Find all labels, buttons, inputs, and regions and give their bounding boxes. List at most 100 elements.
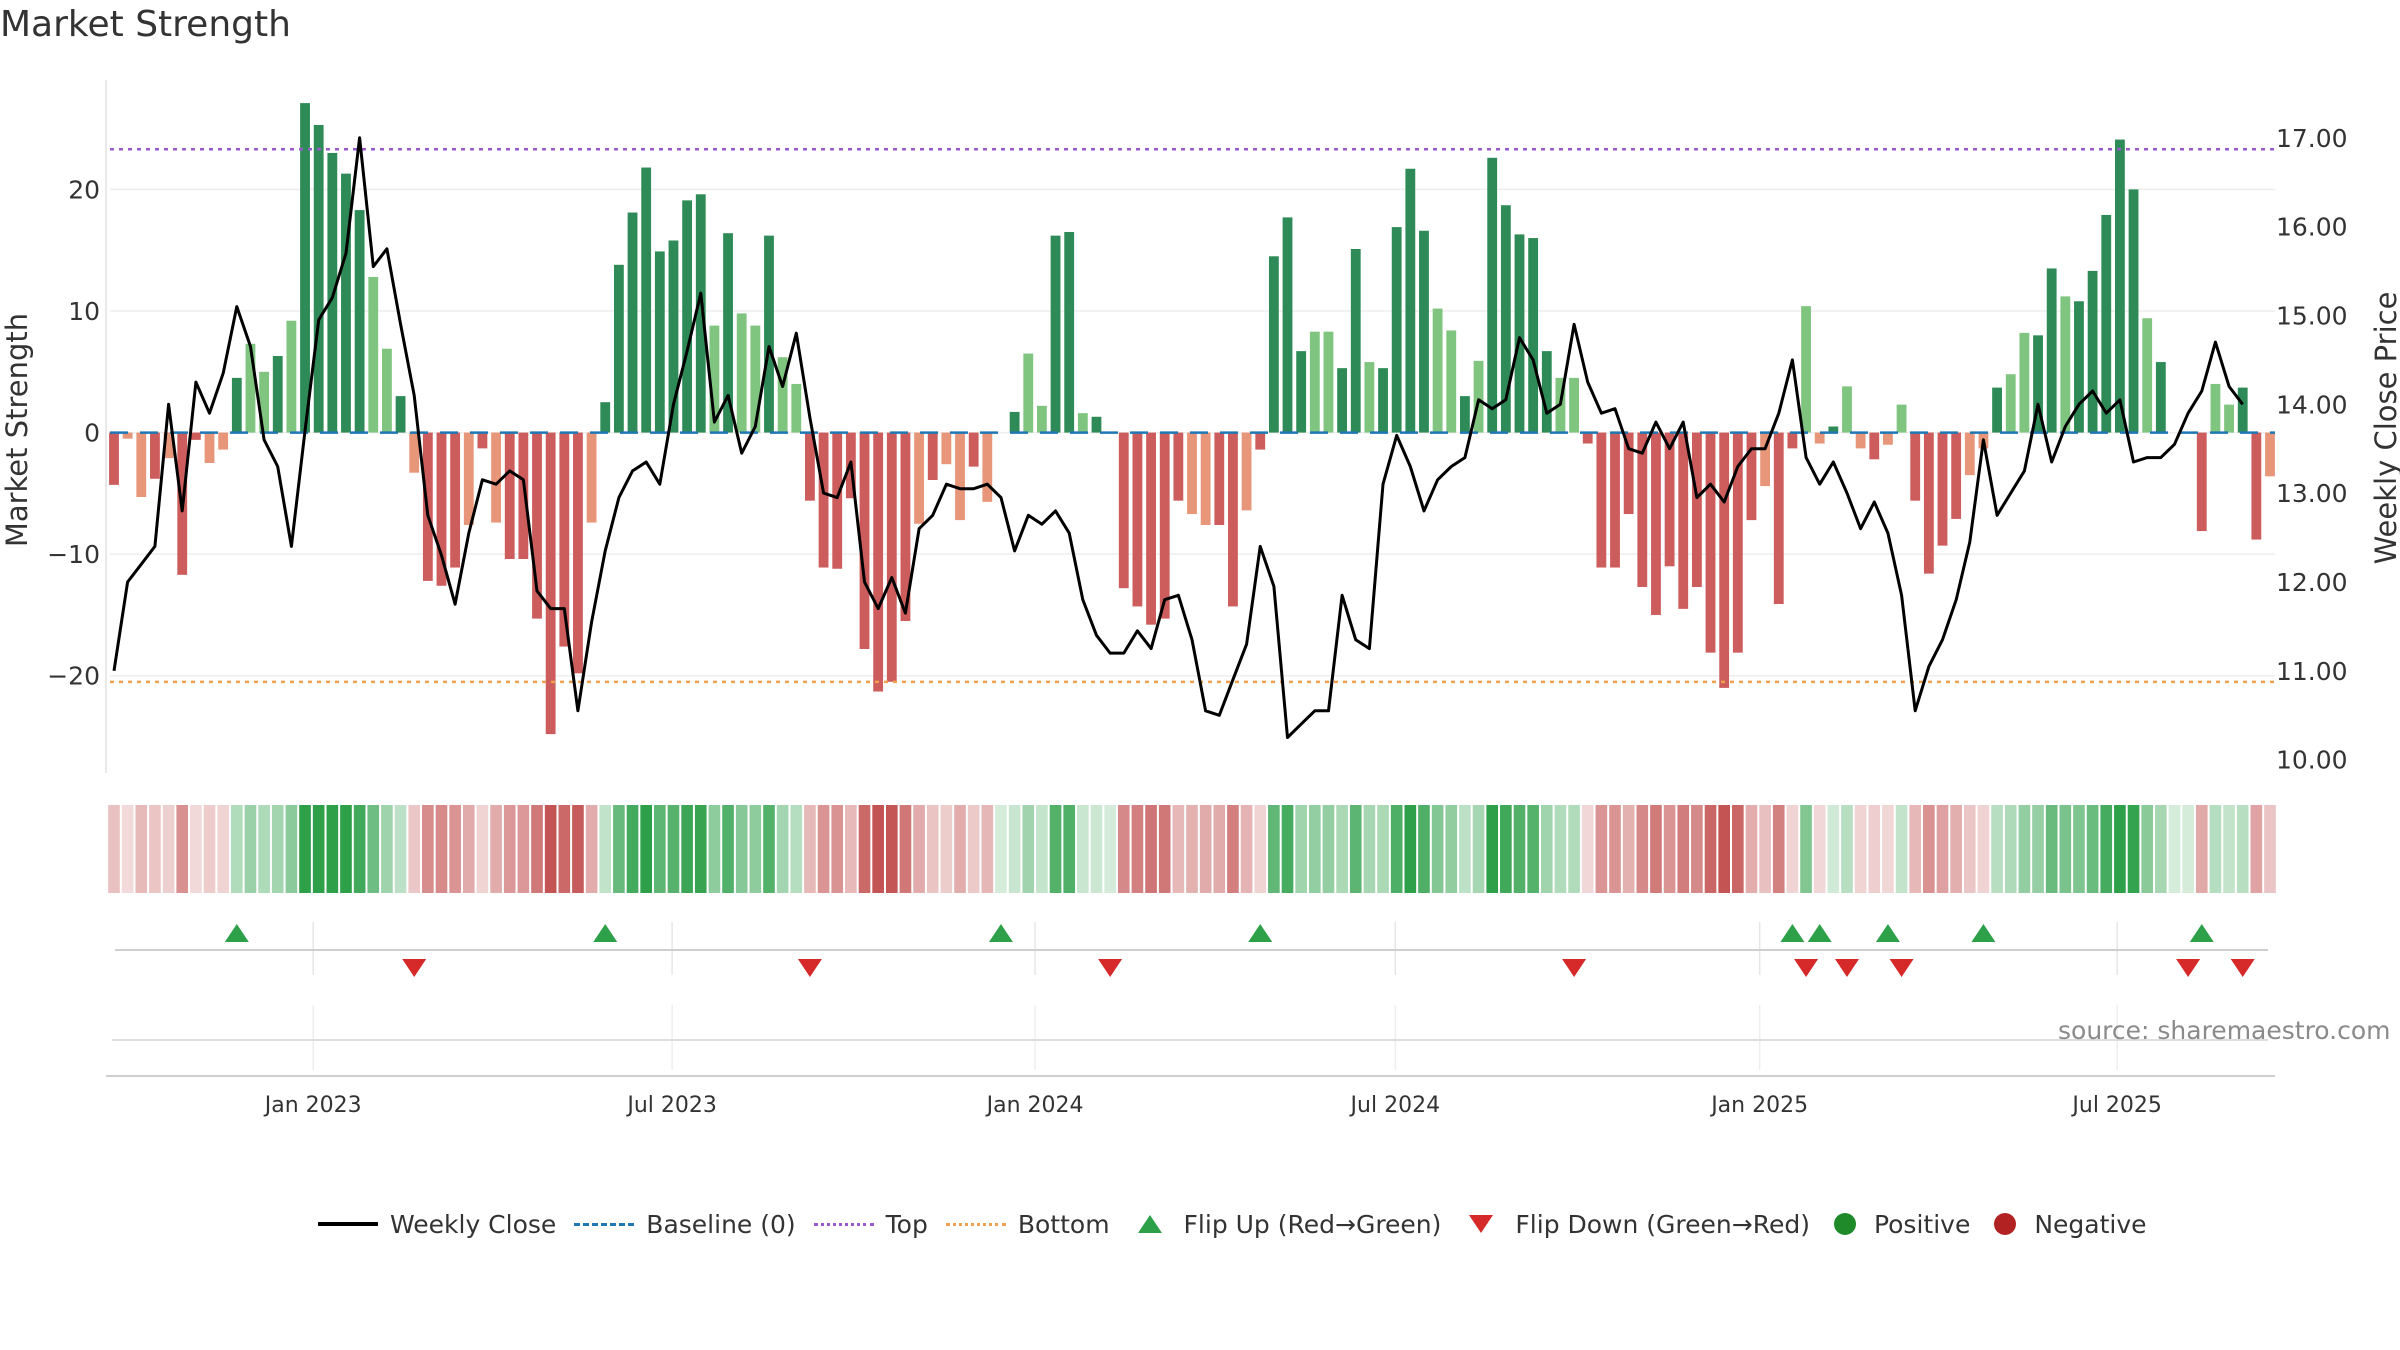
heat-cell <box>981 805 994 893</box>
legend-item-bottom: Bottom <box>945 1210 1110 1239</box>
legend-item-weekly-close: Weekly Close <box>318 1210 556 1239</box>
negative-bar <box>1705 432 1716 653</box>
heat-cell <box>1336 805 1348 893</box>
legend: Weekly Close Baseline (0) Top Bottom Fli… <box>318 1208 2147 1240</box>
heat-cell <box>2018 805 2031 893</box>
positive-bar <box>1446 330 1457 433</box>
positive-bar <box>1801 306 1811 433</box>
heat-cell <box>2264 805 2276 893</box>
negative-bar <box>2196 432 2207 532</box>
heat-cell <box>572 805 584 893</box>
negative-bar <box>463 432 474 525</box>
heat-cell <box>1704 805 1717 893</box>
heat-cell <box>1063 805 1076 893</box>
heat-cell <box>1650 805 1662 893</box>
heat-cell <box>1472 805 1485 893</box>
positive-bar <box>272 355 283 433</box>
heat-cell <box>2168 805 2181 893</box>
positive-bar <box>1514 234 1525 433</box>
negative-bar <box>859 432 870 649</box>
heat-cell <box>1459 805 1471 893</box>
heat-cell <box>162 805 175 893</box>
positive-bar <box>1050 235 1061 433</box>
negative-bar <box>204 432 215 463</box>
heat-cell <box>1977 805 1990 893</box>
heat-cell <box>2127 805 2140 893</box>
y-axis-left-label: Market Strength <box>0 313 34 547</box>
positive-bar <box>1842 386 1852 433</box>
negative-bar <box>190 432 201 440</box>
heat-cell <box>858 805 871 893</box>
heat-cell <box>1691 805 1703 893</box>
heat-cell <box>1418 805 1430 893</box>
heat-cell <box>1117 805 1130 893</box>
heat-cell <box>1745 805 1758 893</box>
heat-cell <box>2100 805 2113 893</box>
positive-bar <box>2060 296 2071 433</box>
heat-cell <box>1827 805 1840 893</box>
heat-cell <box>353 805 366 893</box>
flip-down-marker <box>402 959 427 977</box>
heat-cell <box>2073 805 2085 893</box>
negative-bar <box>1869 432 1880 460</box>
positive-bar <box>2074 301 2084 433</box>
legend-item-flip-up: Flip Up (Red→Green) <box>1128 1210 1441 1239</box>
flip-up-marker <box>988 924 1013 942</box>
heat-cell <box>1008 805 1021 893</box>
heat-cell <box>885 805 898 893</box>
positive-bar <box>1350 248 1361 433</box>
heat-cell <box>913 805 925 893</box>
negative-bar <box>409 432 420 473</box>
negative-bar <box>1596 432 1607 568</box>
heat-cell <box>1131 805 1144 893</box>
heat-cell <box>381 805 393 893</box>
positive-bar <box>2237 387 2248 433</box>
positive-bar <box>1023 353 1034 433</box>
heat-cell <box>1199 805 1212 893</box>
heat-cell <box>408 805 421 893</box>
positive-bar <box>1036 405 1047 433</box>
positive-bar <box>654 251 665 433</box>
y2-tick-label: 17.00 <box>2276 124 2348 153</box>
heat-cell <box>217 805 229 893</box>
heat-cell <box>1240 805 1253 893</box>
positive-bar <box>2101 214 2112 433</box>
negative-bar <box>1814 432 1825 444</box>
legend-label: Flip Down (Green→Red) <box>1515 1209 1810 1239</box>
flip-down-marker <box>1889 959 1914 977</box>
heat-cell <box>1227 805 1239 893</box>
y-tick-label: 0 <box>84 419 100 448</box>
heat-cell <box>1172 805 1185 893</box>
positive-bar <box>2046 268 2057 433</box>
heat-cell <box>1377 805 1389 893</box>
flip-up-marker <box>1248 924 1273 942</box>
positive-bar <box>1337 368 1348 433</box>
negative-bar <box>1582 432 1593 444</box>
positive-bar <box>723 233 733 433</box>
negative-bar <box>1610 432 1620 568</box>
dashed-line-icon <box>574 1222 635 1226</box>
heat-cell <box>585 805 598 893</box>
negative-bar <box>1255 432 1266 450</box>
heat-cell <box>694 805 707 893</box>
heat-cell <box>654 805 666 893</box>
heat-cell <box>1268 805 1280 893</box>
positive-bar <box>1541 351 1552 433</box>
heat-cell <box>1841 805 1853 893</box>
positive-bar <box>2142 318 2153 433</box>
legend-label: Baseline (0) <box>646 1209 796 1239</box>
flip-down-marker <box>2230 959 2255 977</box>
flip-down-marker <box>1562 959 1587 977</box>
negative-bar <box>504 432 515 560</box>
y2-tick-label: 14.00 <box>2276 390 2348 419</box>
positive-bar <box>1487 157 1498 433</box>
positive-bar <box>1268 256 1279 433</box>
heat-cell <box>1513 805 1526 893</box>
heat-cell <box>1554 805 1567 893</box>
heat-cell <box>626 805 639 893</box>
flip-up-marker <box>1780 924 1805 942</box>
source-note: source: sharemaestro.com <box>2058 1016 2391 1045</box>
negative-bar <box>218 432 229 450</box>
flip-up-marker <box>593 924 618 942</box>
